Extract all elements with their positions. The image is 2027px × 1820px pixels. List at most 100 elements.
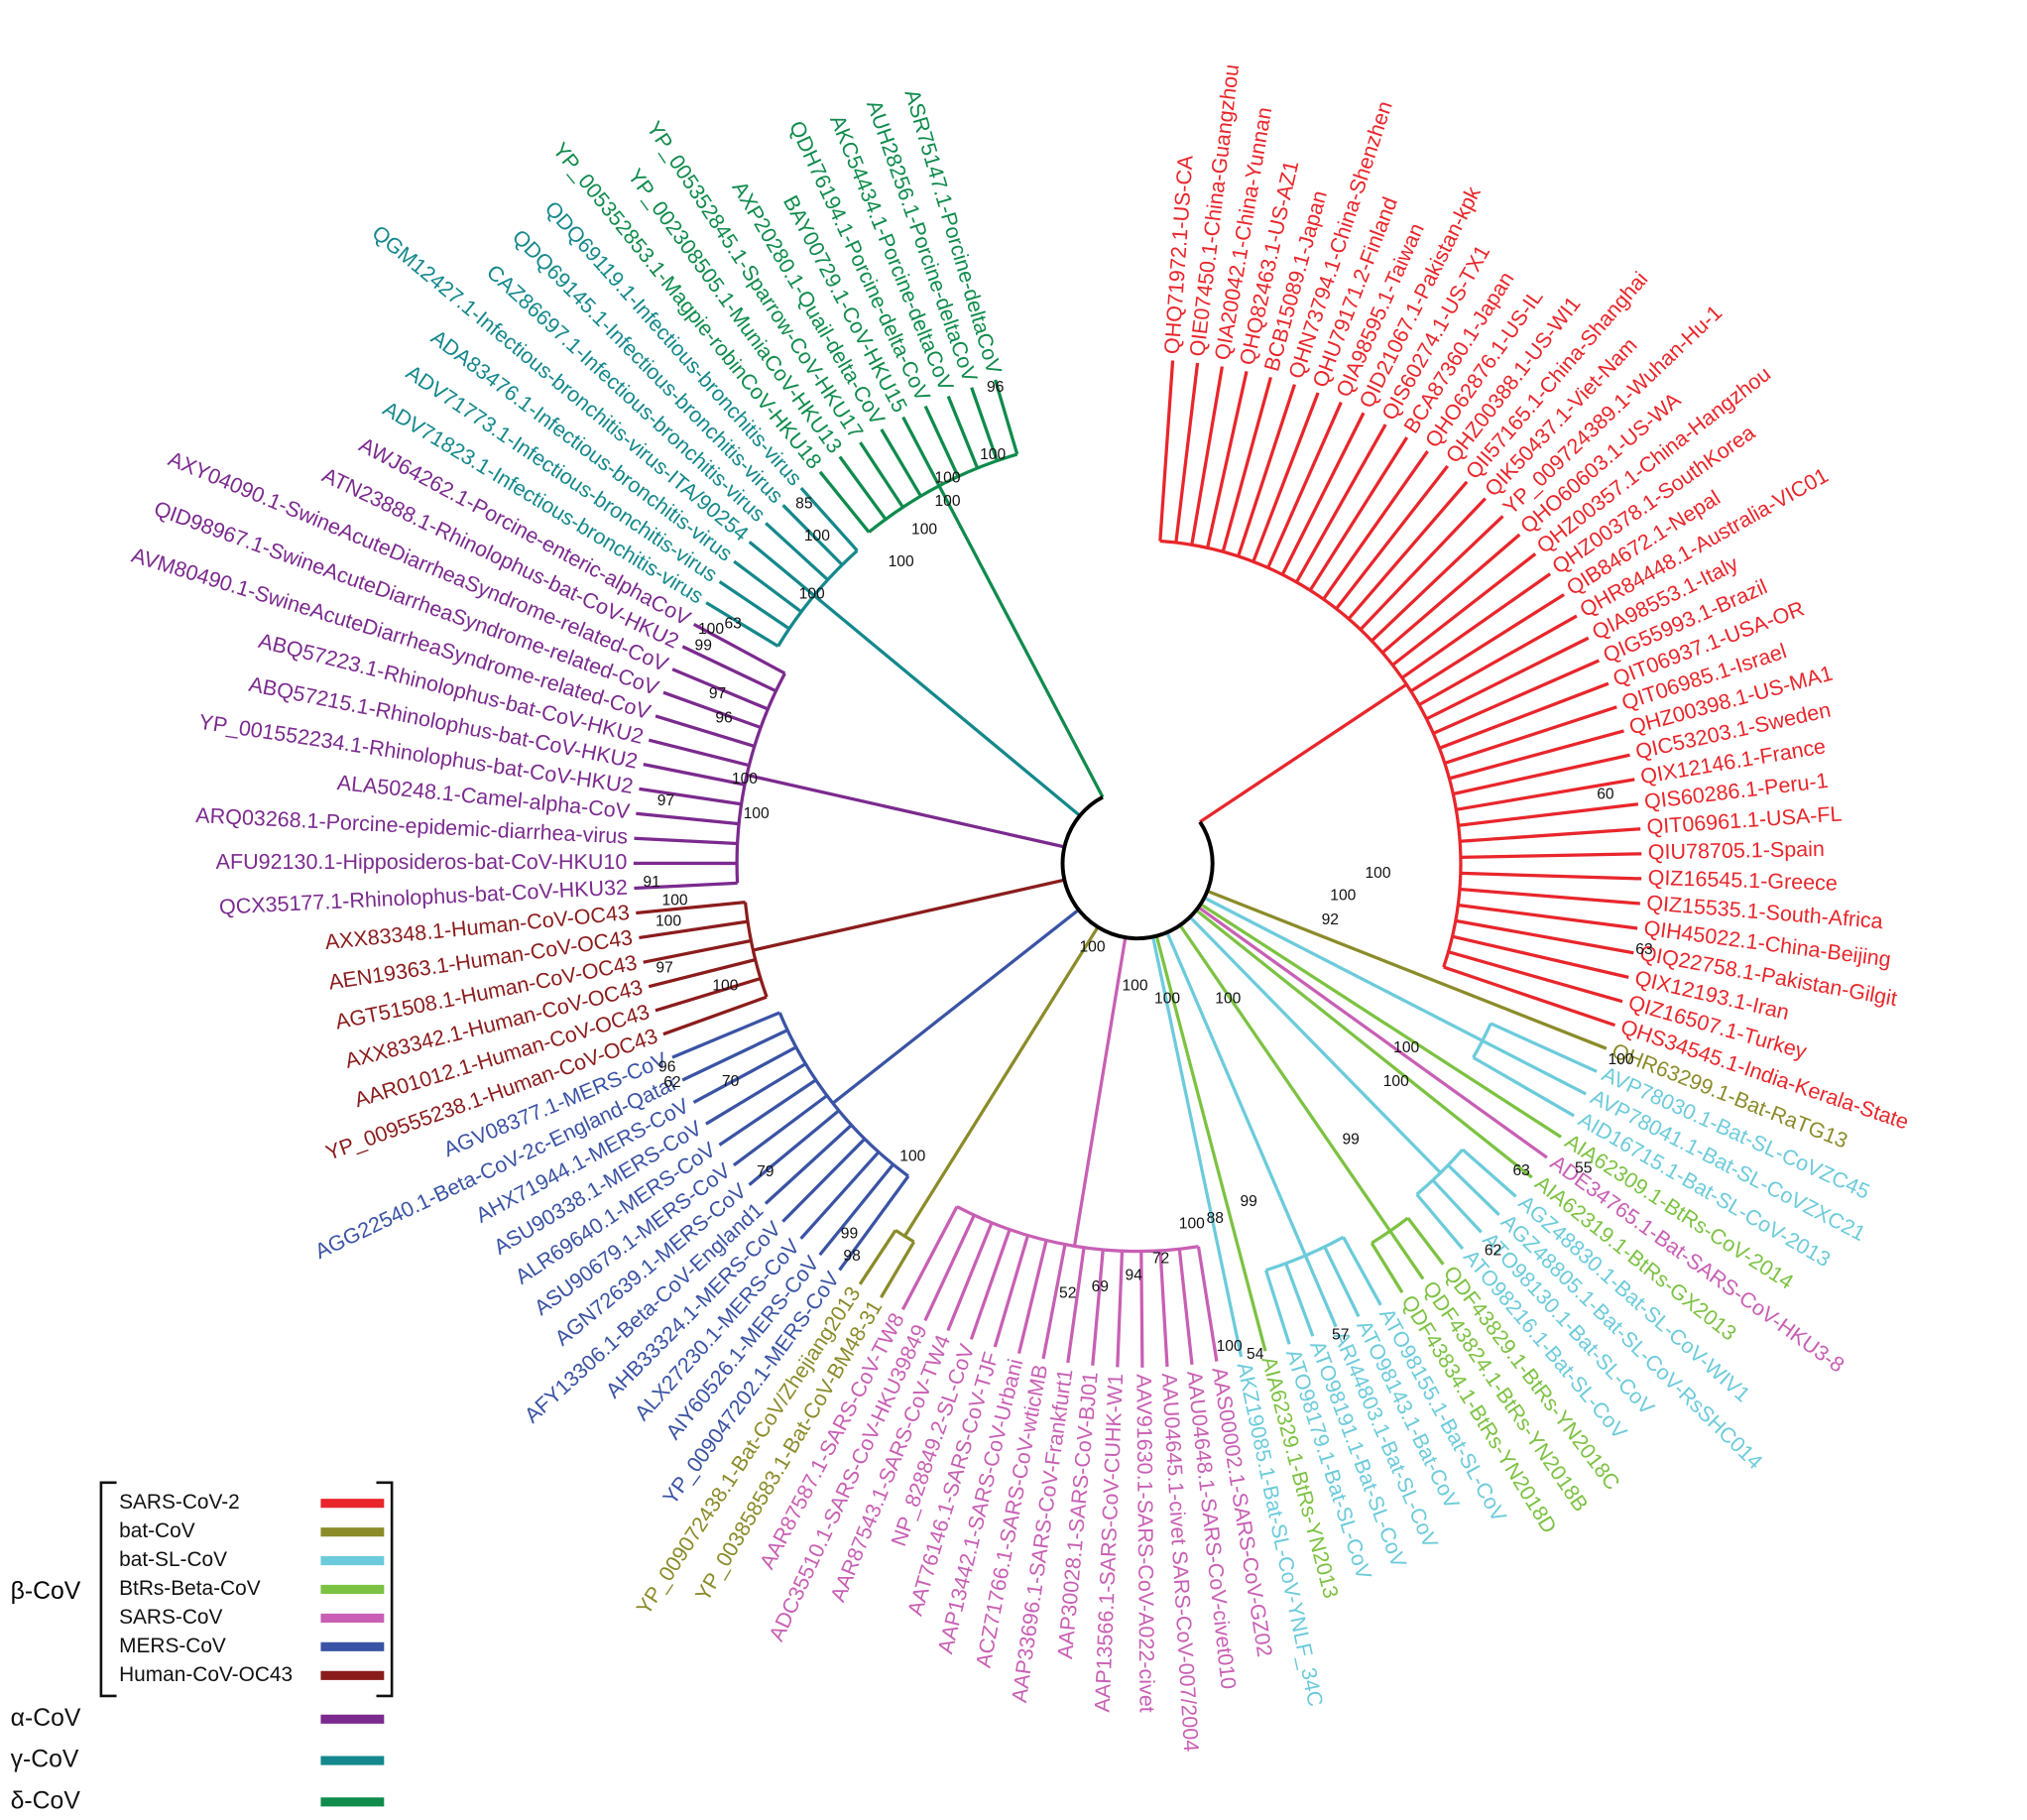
leaf-branch bbox=[1284, 1263, 1315, 1337]
leaf-branch bbox=[923, 405, 960, 478]
leaf-branch bbox=[1359, 497, 1487, 631]
bootstrap-value: 100 bbox=[662, 893, 688, 910]
leaf-branch bbox=[1205, 370, 1249, 548]
bootstrap-value: 100 bbox=[1179, 1215, 1205, 1232]
legend-bracket-right bbox=[376, 1481, 394, 1698]
bootstrap-value: 100 bbox=[1217, 1338, 1243, 1355]
bootstrap-value: 100 bbox=[698, 621, 724, 638]
bootstrap-value: 63 bbox=[1635, 941, 1652, 958]
leaf-branch bbox=[1303, 1255, 1338, 1328]
bootstrap-value: 100 bbox=[934, 469, 960, 486]
leaf-branch bbox=[655, 714, 756, 749]
bootstrap-value: 100 bbox=[980, 446, 1006, 463]
leaf-branch bbox=[1158, 1250, 1169, 1368]
leaf-branch bbox=[1371, 515, 1504, 643]
leaf-branch bbox=[1460, 827, 1641, 843]
leaf-branch bbox=[692, 623, 786, 675]
leaf-branch bbox=[900, 1205, 959, 1311]
bootstrap-value: 63 bbox=[1512, 1162, 1529, 1179]
leaf-branch bbox=[1174, 362, 1200, 544]
leaf-branch bbox=[1461, 1148, 1517, 1198]
leaf-branch bbox=[994, 379, 1019, 455]
bootstrap-value: 100 bbox=[744, 805, 770, 822]
legend-label: α-CoV bbox=[11, 1705, 81, 1732]
bootstrap-value: 100 bbox=[899, 1149, 925, 1165]
bootstrap-value: 63 bbox=[724, 616, 741, 633]
bootstrap-value: 60 bbox=[1597, 787, 1614, 803]
legend-label: MERS-CoV bbox=[119, 1635, 226, 1657]
clade-stem bbox=[1072, 936, 1128, 1247]
leaf-branch bbox=[1400, 572, 1552, 679]
leaf-branch bbox=[946, 1222, 994, 1332]
leaf-branch bbox=[1388, 1230, 1425, 1280]
leaf-branch bbox=[705, 601, 779, 648]
leaf-branch bbox=[1139, 1251, 1144, 1368]
clade-arc bbox=[1159, 539, 1463, 968]
clade-arc bbox=[735, 672, 786, 884]
leaf-branch bbox=[969, 1229, 1012, 1340]
leaf-branch bbox=[1425, 636, 1590, 721]
leaf-branch bbox=[1380, 533, 1521, 655]
leaf-branch bbox=[1091, 1249, 1105, 1366]
leaf-branch bbox=[748, 541, 815, 597]
leaf-label: AFU92130.1-Hipposideros-bat-CoV-HKU10 bbox=[216, 850, 628, 874]
bootstrap-value: 94 bbox=[1126, 1267, 1143, 1283]
leaf-branch bbox=[1431, 1178, 1483, 1234]
bootstrap-value: 97 bbox=[657, 792, 674, 809]
bootstrap-value: 100 bbox=[1393, 1039, 1419, 1056]
leaf-branch bbox=[732, 1094, 828, 1167]
leaf-branch bbox=[1438, 681, 1610, 750]
bootstrap-value: 100 bbox=[656, 912, 681, 929]
leaf-branch bbox=[639, 919, 749, 940]
leaf-branch bbox=[1391, 552, 1537, 667]
bootstrap-value: 100 bbox=[1365, 865, 1390, 882]
leaf-branch bbox=[643, 938, 752, 964]
bootstrap-value: 100 bbox=[1079, 938, 1105, 955]
leaf-branch bbox=[1252, 392, 1320, 562]
leaf-branch bbox=[1370, 1242, 1404, 1294]
leaf-branch bbox=[901, 416, 941, 487]
leaf-branch bbox=[799, 1151, 881, 1240]
bootstrap-value: 99 bbox=[841, 1226, 858, 1243]
leaf-branch bbox=[1460, 852, 1642, 859]
leaf-branch bbox=[818, 1163, 894, 1257]
leaf-branch bbox=[718, 580, 790, 631]
leaf-branch bbox=[1195, 909, 1533, 1179]
legend: β-CoV SARS-CoV-2 bat-CoV bat-SL-CoV BtRs-Be… bbox=[11, 1481, 394, 1814]
leaf-branch bbox=[636, 901, 746, 915]
leaf-branch bbox=[692, 1045, 797, 1104]
leaf-branch bbox=[764, 1124, 853, 1205]
leaf-branch bbox=[648, 958, 757, 989]
bootstrap-value: 99 bbox=[1240, 1193, 1256, 1210]
leaf-branch bbox=[1066, 1247, 1086, 1364]
bootstrap-values: 9610010010010010010085100631009997969710… bbox=[643, 379, 1652, 1363]
leaf-branch bbox=[1266, 401, 1343, 569]
leaf-branch bbox=[1490, 1022, 1598, 1073]
leaf-label: AAV91630.1-SARS-CoV-A022-civet bbox=[1132, 1374, 1158, 1713]
leaf-label: QIZ16545.1-Greece bbox=[1647, 866, 1838, 896]
leaf-branch bbox=[1016, 1240, 1048, 1354]
leaf-branch bbox=[1264, 1270, 1291, 1345]
leaf-branch bbox=[1406, 1217, 1445, 1266]
legend-group-label: β-CoV bbox=[11, 1578, 81, 1605]
leaf-branch bbox=[1455, 918, 1634, 955]
leaf-branch bbox=[648, 738, 750, 768]
leaf-branch bbox=[681, 1029, 788, 1082]
bootstrap-value: 100 bbox=[911, 521, 937, 538]
bootstrap-value: 96 bbox=[715, 710, 732, 727]
leaf-branch bbox=[718, 1078, 817, 1147]
legend-label: BtRs-Beta-CoV bbox=[119, 1577, 261, 1600]
leaf-branch bbox=[1452, 934, 1629, 979]
leaf-branch bbox=[1347, 480, 1469, 620]
legend-bracket-left bbox=[99, 1481, 117, 1698]
leaf-branch bbox=[1116, 1251, 1125, 1368]
bootstrap-value: 62 bbox=[1485, 1243, 1501, 1260]
clade-stem bbox=[753, 878, 1065, 952]
leaf-branch bbox=[1280, 412, 1366, 576]
leaf-branch bbox=[681, 645, 777, 693]
leaf-branch bbox=[1456, 778, 1635, 811]
bootstrap-value: 100 bbox=[1122, 978, 1147, 995]
bootstrap-value: 96 bbox=[987, 379, 1004, 396]
bootstrap-value: 57 bbox=[1332, 1326, 1349, 1343]
